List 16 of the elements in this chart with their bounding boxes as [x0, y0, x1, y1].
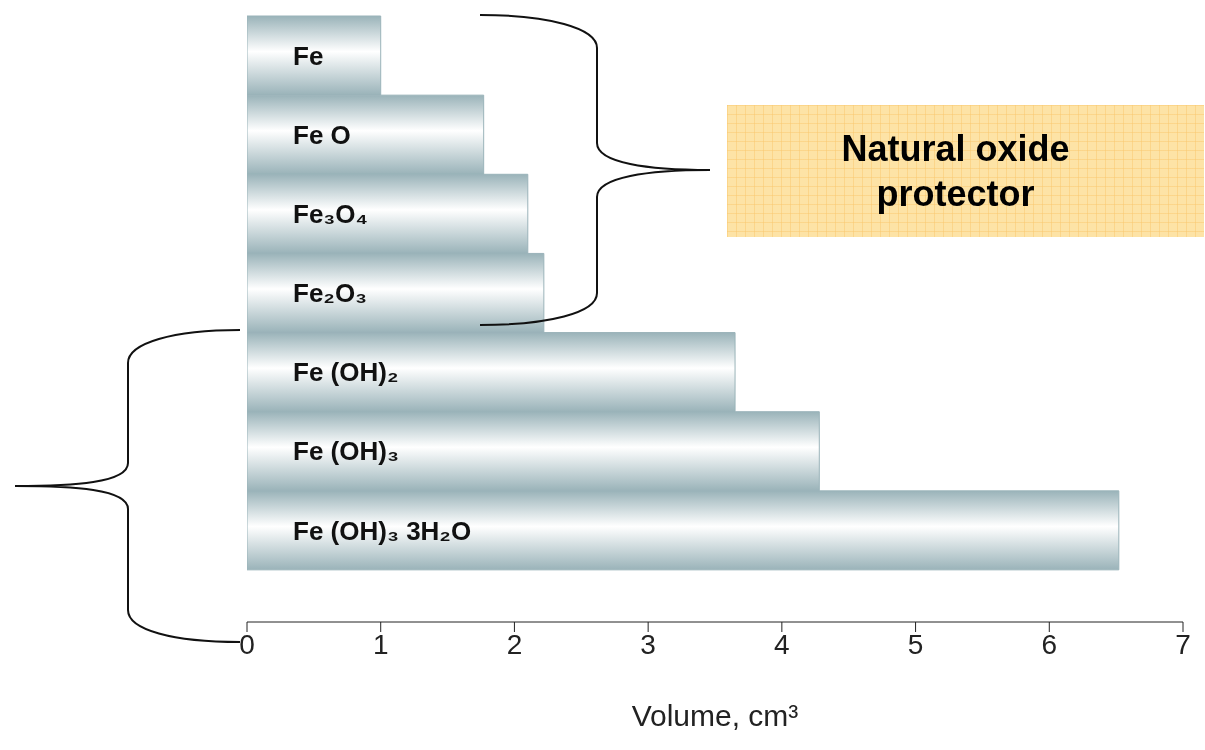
- x-tick-label: 6: [1041, 628, 1058, 660]
- y-tick-label: Fe (OH)₃: [293, 436, 399, 467]
- x-axis-title: Volume, cm³: [631, 699, 799, 732]
- y-tick-label: Fe (OH)₂: [293, 357, 399, 388]
- y-tick-label: Fe₃O₄: [293, 199, 368, 230]
- x-tick-label: 7: [1175, 628, 1191, 660]
- x-tick-label: 1: [372, 628, 389, 660]
- x-tick-label: 3: [640, 628, 656, 660]
- y-tick-label: Fe (OH)₃ 3H₂O: [293, 515, 472, 546]
- x-tick-label: 5: [907, 628, 924, 660]
- y-tick-label: Fe₂O₃: [293, 278, 368, 309]
- x-tick-label: 2: [506, 628, 523, 660]
- x-tick-label: 0: [239, 628, 255, 660]
- y-tick-label: Fe O: [293, 119, 351, 150]
- x-tick-label: 4: [774, 628, 790, 660]
- y-tick-label: Fe: [293, 40, 324, 71]
